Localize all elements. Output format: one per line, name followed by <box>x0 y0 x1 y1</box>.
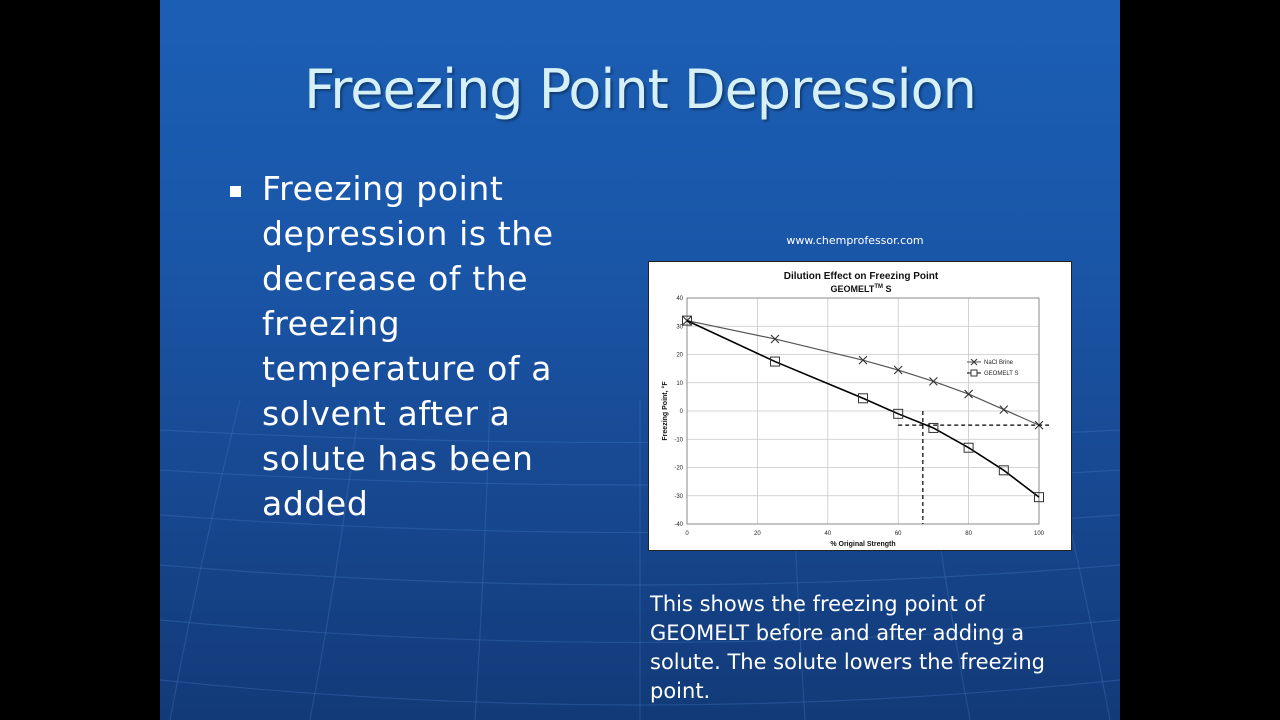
data-point-geomelt-s <box>1034 492 1044 503</box>
bullet-marker <box>230 186 241 197</box>
chart-title: Dilution Effect on Freezing Point <box>784 271 939 282</box>
y-tick-label: 10 <box>676 381 683 387</box>
y-tick-label: 0 <box>680 409 684 415</box>
x-tick-label: 80 <box>965 531 972 537</box>
data-point-geomelt-s <box>893 408 904 419</box>
chart-subtitle: GEOMELTTM S <box>830 284 891 294</box>
x-tick-label: 0 <box>685 531 689 537</box>
data-point-nacl-brine <box>999 405 1009 414</box>
bullet-text: Freezing point depression is the decreas… <box>262 169 554 523</box>
legend-label-nacl-brine: NaCl Brine <box>984 360 1014 366</box>
data-point-nacl-brine <box>964 389 973 399</box>
y-tick-label: -10 <box>674 437 683 443</box>
data-point-nacl-brine <box>858 355 868 365</box>
y-tick-label: -40 <box>674 522 683 528</box>
y-tick-label: 30 <box>676 324 683 330</box>
legend-marker-geomelt-s <box>970 369 978 377</box>
chart-caption: This shows the freezing point of GEOMELT… <box>650 592 1046 703</box>
data-point-geomelt-s <box>963 442 974 453</box>
data-point-geomelt-s <box>928 422 939 433</box>
plot-frame <box>686 297 1040 525</box>
data-point-geomelt-s <box>682 315 692 326</box>
source-url: www.chemprofessor.com <box>786 234 924 247</box>
y-tick-label: 40 <box>676 296 683 302</box>
data-point-geomelt-s <box>770 356 780 367</box>
x-tick-label: 40 <box>824 531 831 537</box>
data-point-nacl-brine <box>893 365 903 375</box>
x-tick-label: 20 <box>754 531 761 537</box>
freezing-point-chart: Dilution Effect on Freezing Point GEOMELT… <box>661 271 1049 548</box>
x-tick-label: 60 <box>895 531 902 537</box>
data-point-nacl-brine <box>929 376 938 386</box>
x-axis-label: % Original Strength <box>830 541 895 548</box>
y-tick-label: -20 <box>674 466 683 472</box>
slide-title: Freezing Point Depression <box>304 58 977 121</box>
series-line-geomelt-s <box>686 319 1040 498</box>
y-tick-label: 20 <box>676 353 683 359</box>
x-tick-label: 100 <box>1034 531 1045 537</box>
presentation-slide: Freezing Point Depression Freezing point… <box>160 0 1120 720</box>
chart-panel: Dilution Effect on Freezing Point GEOMELT… <box>648 261 1072 551</box>
legend-marker-nacl-brine <box>970 358 978 366</box>
legend-label-geomelt-s: GEOMELT S <box>984 371 1018 377</box>
y-tick-label: -30 <box>674 494 683 500</box>
data-point-geomelt-s <box>858 393 868 404</box>
data-point-nacl-brine <box>770 334 780 344</box>
data-point-geomelt-s <box>998 465 1009 476</box>
series-line-nacl-brine <box>686 320 1040 426</box>
y-axis-label: Freezing Point, °F <box>661 381 669 441</box>
